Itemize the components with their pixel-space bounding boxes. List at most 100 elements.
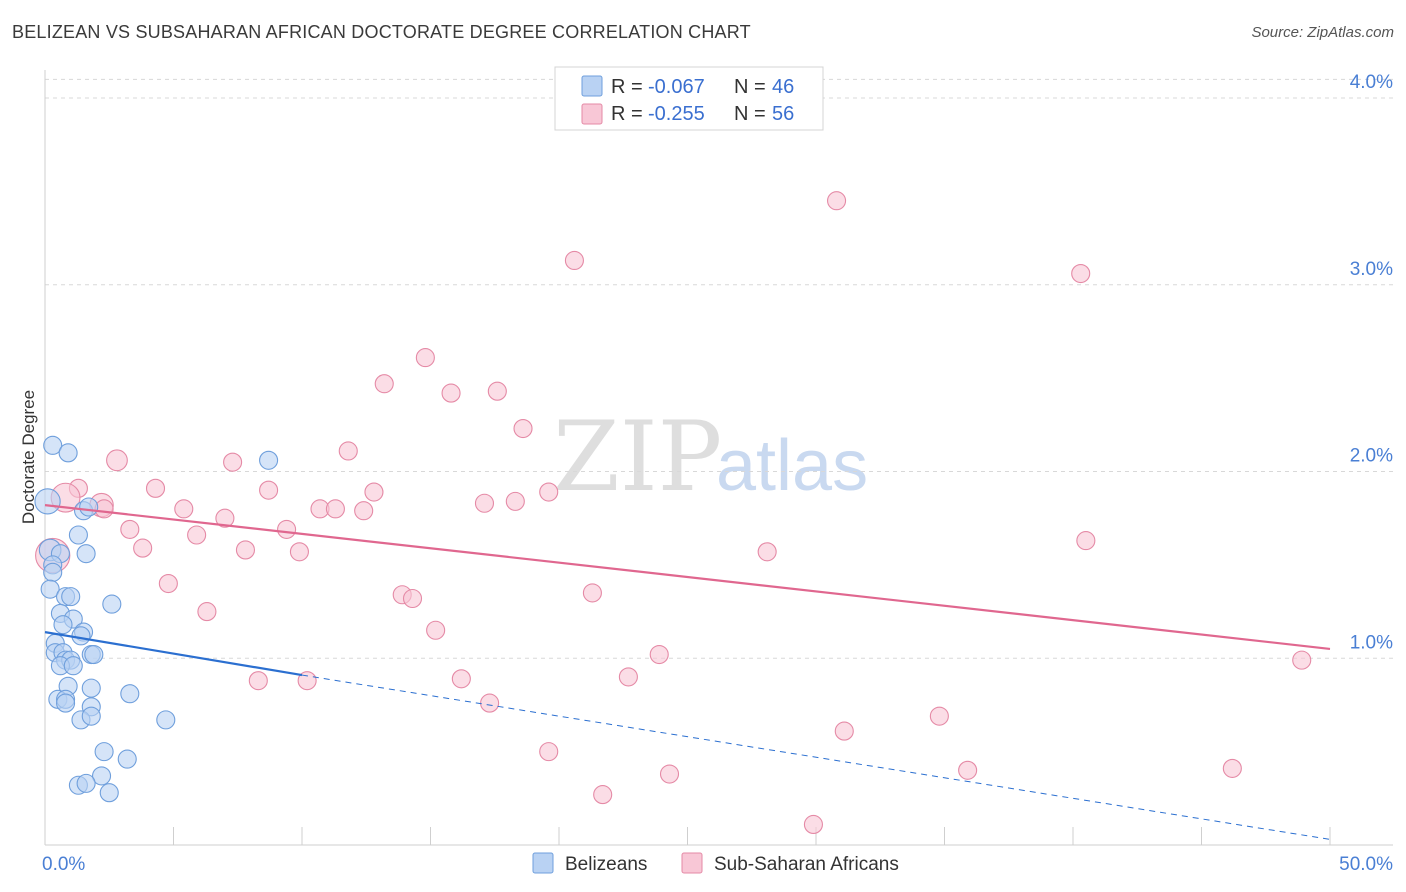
chart-title: BELIZEAN VS SUBSAHARAN AFRICAN DOCTORATE… [12,22,751,42]
belizeans-point-28 [63,656,83,676]
belizeans-point-44 [99,783,119,803]
sub-saharan-africans-point-30 [133,538,153,558]
belizeans-point-31 [120,684,140,704]
sub-saharan-africans-point-19 [474,493,495,513]
bottom-legend-swatch-sub-saharan-africans [681,852,703,874]
bottom-legend-label-belizeans: Belizeans [565,854,647,875]
belizeans-point-40 [117,749,137,769]
legend-swatch-belizeans [581,75,603,97]
bottom-legend: Belizeans Sub-Saharan Africans [532,852,899,875]
sub-saharan-africans-point-54 [593,785,613,805]
belizeans-point-39 [94,742,114,762]
sub-saharan-africans-point-26 [120,519,140,539]
sub-saharan-africans-point-40 [426,620,446,640]
legend-r-value-belizeans: -0.067 [648,76,705,98]
sub-saharan-africans-point-52 [958,760,978,780]
y-tick-label-0: 1.0% [1350,632,1393,653]
y-tick-label-1: 2.0% [1350,446,1393,467]
y-tick-label-3: 4.0% [1350,72,1393,93]
series-sub-saharan-africans-points [35,191,1312,835]
sub-saharan-africans-point-3 [415,348,435,368]
sub-saharan-africans-point-38 [582,583,602,603]
legend-r-value-sub-saharan-africans: -0.255 [648,103,705,125]
sub-saharan-africans-point-47 [480,693,500,713]
belizeans-point-17 [53,615,73,635]
belizeans-point-34 [56,693,76,713]
trend-line-belizeans-extension [301,674,1331,840]
trend-lines [44,504,1331,840]
sub-saharan-africans-point-42 [1292,650,1312,670]
legend-n-label-belizeans: N = [734,76,766,98]
sub-saharan-africans-point-31 [235,540,256,560]
sub-saharan-africans-point-7 [513,419,533,439]
sub-saharan-africans-point-28 [187,525,207,545]
sub-saharan-africans-point-14 [364,482,384,502]
legend-n-value-sub-saharan-africans: 56 [772,103,794,125]
sub-saharan-africans-point-5 [441,383,461,403]
x-tick-label-0: 0.0% [42,854,85,875]
belizeans-point-10 [43,562,63,582]
sub-saharan-africans-point-1 [564,250,584,271]
sub-saharan-africans-point-48 [929,706,949,726]
legend-box: R = -0.067 N = 46 R = -0.255 N = 56 [554,66,824,131]
sub-saharan-africans-point-55 [803,814,823,835]
sub-saharan-africans-point-0 [827,191,847,211]
sub-saharan-africans-point-33 [757,542,777,562]
sub-saharan-africans-point-53 [1222,758,1242,778]
sub-saharan-africans-point-25 [215,508,235,528]
sub-saharan-africans-point-15 [539,482,559,502]
x-tick-label-1: 50.0% [1339,854,1393,875]
sub-saharan-africans-point-2 [1071,264,1091,284]
belizeans-point-38 [156,710,176,730]
sub-saharan-africans-point-35 [158,574,178,594]
legend-r-label-belizeans: R = [611,76,643,98]
legend-n-value-belizeans: 46 [772,76,794,98]
chart-source: Source: ZipAtlas.com [1251,24,1394,41]
belizeans-point-5 [68,525,88,545]
belizeans-point-8 [76,544,96,564]
grid-lines [45,78,1395,659]
sub-saharan-africans-point-41 [649,644,669,665]
sub-saharan-africans-point-8 [338,441,358,461]
watermark-atlas: atlas [716,426,868,506]
belizeans-point-11 [40,579,60,599]
sub-saharan-africans-point-44 [618,667,638,687]
sub-saharan-africans-point-21 [174,499,194,519]
belizeans-point-4 [79,497,99,517]
legend-n-label-sub-saharan-africans: N = [734,103,766,125]
belizeans-point-37 [81,706,101,726]
belizeans-point-30 [81,678,101,698]
watermark-zip: ZIP [553,401,722,513]
bottom-legend-label-sub-saharan-africans: Sub-Saharan Africans [714,854,899,875]
y-tick-label-2: 3.0% [1350,259,1393,280]
sub-saharan-africans-point-4 [374,374,394,394]
sub-saharan-africans-point-10 [223,452,243,472]
belizeans-point-0 [43,435,63,455]
sub-saharan-africans-point-51 [659,764,680,784]
trend-line-sub-saharan-africans [44,504,1331,651]
belizeans-point-41 [91,766,112,786]
x-tick-labels: 0.0% 50.0% [42,854,1393,875]
sub-saharan-africans-point-29 [1076,531,1096,551]
trend-line-belizeans [44,631,303,677]
belizeans-point-13 [61,587,81,607]
belizeans-point-45 [259,450,279,470]
legend-r-label-sub-saharan-africans: R = [611,103,643,125]
belizeans-point-43 [76,773,96,793]
sub-saharan-africans-point-20 [505,491,525,511]
sub-saharan-africans-point-46 [297,671,317,691]
sub-saharan-africans-point-43 [451,669,471,689]
sub-saharan-africans-point-39 [197,602,217,622]
sub-saharan-africans-point-37 [402,588,423,609]
belizeans-point-14 [102,594,122,614]
sub-saharan-africans-point-24 [354,501,374,521]
legend-swatch-sub-saharan-africans [581,103,603,125]
sub-saharan-africans-point-9 [106,449,128,472]
series-belizeans-points [34,435,279,803]
sub-saharan-africans-point-23 [325,499,345,519]
sub-saharan-africans-point-6 [487,381,507,401]
sub-saharan-africans-point-49 [834,721,854,741]
y-tick-labels: 1.0% 2.0% 3.0% 4.0% [1350,72,1393,653]
sub-saharan-africans-point-13 [259,480,279,500]
